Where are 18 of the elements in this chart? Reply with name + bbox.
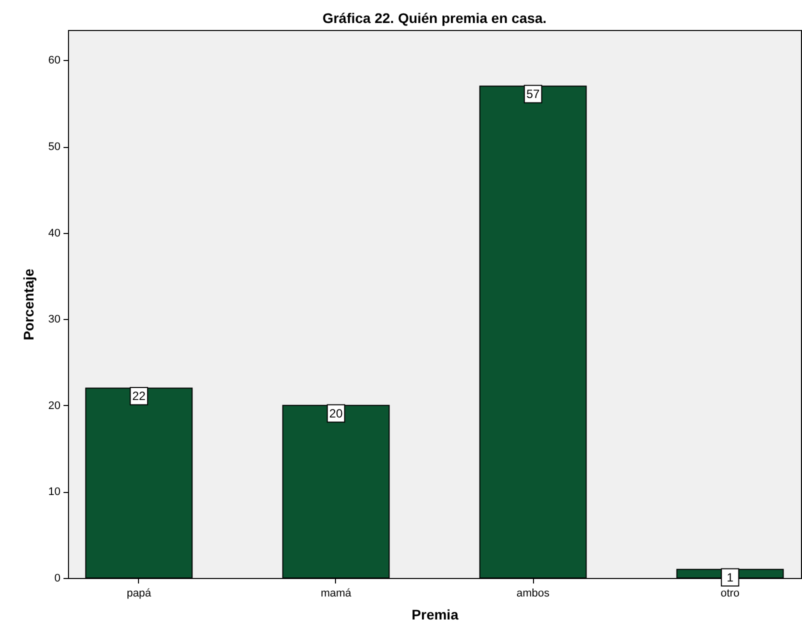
data-label: 1 xyxy=(726,570,734,584)
x-tick-label: papá xyxy=(126,588,152,600)
x-tick-label: mamá xyxy=(320,588,352,600)
y-axis-title: Porcentaje xyxy=(20,268,36,340)
x-tick-label: otro xyxy=(720,588,740,600)
chart-title: Gráfica 22. Quién premia en casa. xyxy=(322,10,547,26)
y-tick-label: 0 xyxy=(54,572,60,584)
x-tick-label: ambos xyxy=(516,588,550,600)
y-tick-label: 50 xyxy=(48,141,60,154)
data-label: 22 xyxy=(132,389,146,404)
y-tick-label: 40 xyxy=(48,227,60,240)
y-tick-label: 20 xyxy=(48,400,60,412)
x-axis-title: Premia xyxy=(412,606,459,622)
data-label: 57 xyxy=(526,87,540,102)
y-tick-label: 30 xyxy=(48,314,60,326)
data-label: 20 xyxy=(329,406,343,420)
y-tick-label: 10 xyxy=(48,486,60,498)
y-tick-label: 60 xyxy=(48,54,60,67)
